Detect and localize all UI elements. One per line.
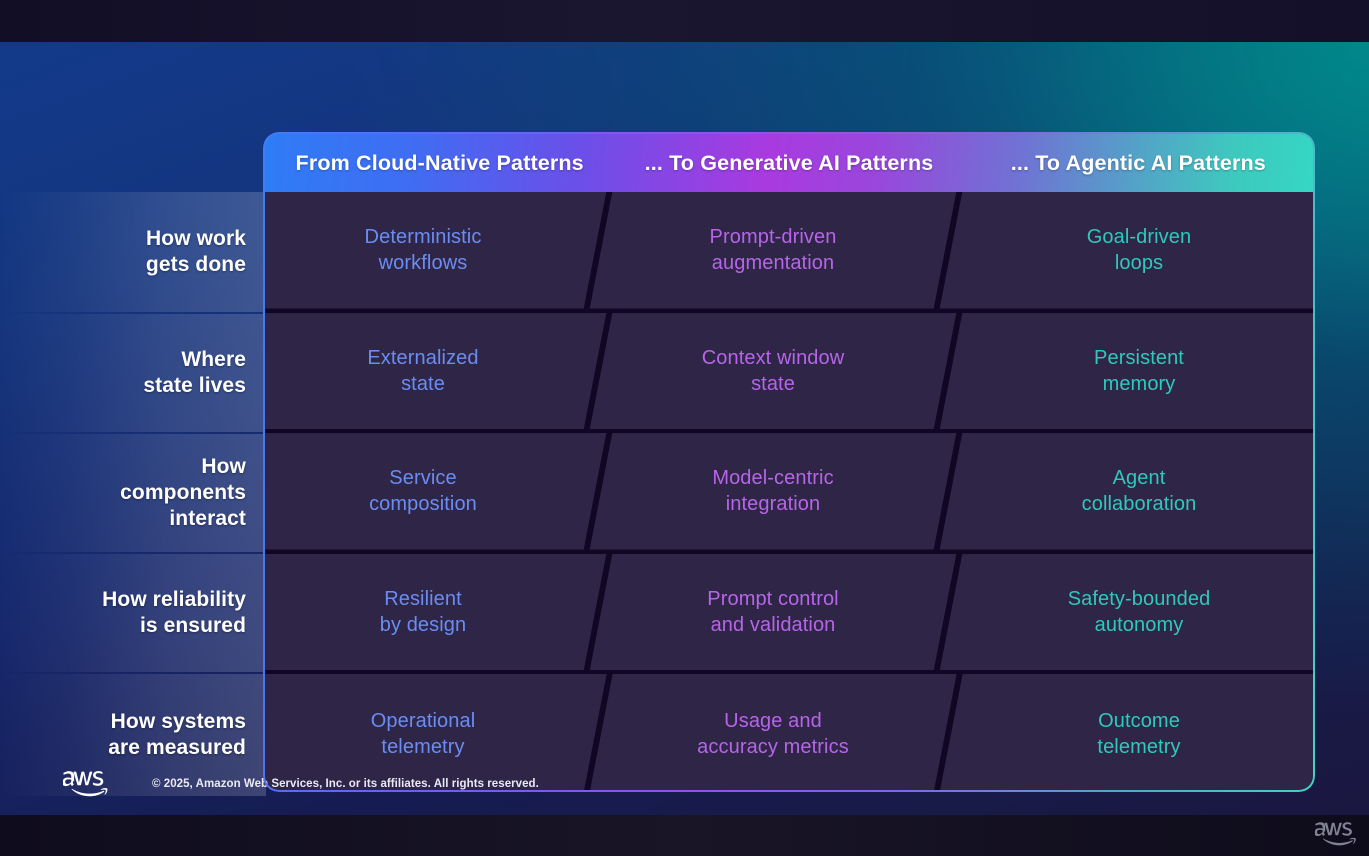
row-label-line: How reliability — [102, 588, 246, 611]
cell-components-generative-ai: Model-centric integration — [588, 433, 958, 550]
copyright-text: © 2025, Amazon Web Services, Inc. or its… — [152, 778, 539, 790]
cell-line: state — [751, 372, 795, 395]
row-label-line: are measured — [108, 736, 246, 759]
cell-how-work-cloud-native: Deterministic workflows — [265, 192, 608, 309]
row-label-how-reliability-is-ensured: How reliability is ensured — [0, 554, 266, 672]
cell-line: autonomy — [1094, 613, 1184, 636]
table-header-row: From Cloud-Native Patterns ... To Genera… — [265, 134, 1313, 192]
cell-line: Safety-bounded — [1067, 587, 1211, 610]
cell-components-agentic-ai: Agent collaboration — [938, 433, 1313, 550]
cell-line: integration — [725, 493, 821, 516]
row-label-where-state-lives: Where state lives — [0, 314, 266, 432]
row-label-line: is ensured — [139, 614, 246, 637]
cell-line: Persistent — [1094, 346, 1184, 369]
cell-state-agentic-ai: Persistent memory — [938, 312, 1313, 430]
cell-text: Goal-driven loops — [951, 192, 1313, 309]
cell-line: Prompt control — [707, 587, 839, 610]
table-body: Deterministic workflows Prompt-driven au… — [265, 192, 1313, 790]
cell-line: Context window — [701, 346, 845, 369]
cell-how-work-generative-ai: Prompt-driven augmentation — [588, 192, 958, 309]
slide-footer: © 2025, Amazon Web Services, Inc. or its… — [0, 752, 1369, 815]
cell-line: Usage and — [724, 710, 822, 732]
cell-line: state — [401, 372, 445, 395]
letterbox-bottom — [0, 815, 1369, 856]
cell-text: Prompt control and validation — [601, 554, 945, 671]
cell-line: Model-centric — [712, 467, 834, 490]
table-row: Externalized state Context window state — [265, 312, 1313, 430]
cell-state-cloud-native: Externalized state — [265, 312, 608, 430]
cell-line: augmentation — [711, 252, 835, 275]
cell-line: collaboration — [1081, 493, 1197, 516]
cell-text: Deterministic workflows — [265, 192, 595, 309]
cell-line: Service — [389, 467, 457, 490]
row-label-how-components-interact: How components interact — [0, 434, 266, 552]
cell-line: Agent — [1112, 467, 1166, 490]
cell-line: and validation — [710, 613, 836, 636]
row-label-line: gets done — [145, 253, 246, 276]
cell-line: Resilient — [384, 587, 462, 610]
cell-text: Service composition — [265, 433, 595, 550]
aws-logo-icon — [63, 771, 108, 797]
letterbox-top — [0, 0, 1369, 42]
cell-components-cloud-native: Service composition — [265, 433, 608, 550]
cell-line: Goal-driven — [1086, 226, 1192, 249]
cell-text: Agent collaboration — [951, 433, 1313, 550]
cell-line: Externalized — [367, 346, 479, 369]
row-label-how-work-gets-done: How work gets done — [0, 192, 266, 312]
cell-line: workflows — [378, 252, 468, 275]
row-label-line: How systems — [110, 710, 246, 733]
comparison-table: From Cloud-Native Patterns ... To Genera… — [265, 134, 1313, 790]
table-row: Service composition Model-centric integr… — [265, 433, 1313, 550]
cell-text: Prompt-driven augmentation — [601, 192, 945, 309]
row-label-line: Where — [181, 348, 246, 371]
row-label-how-systems-are-measured: How systems are measured — [0, 674, 266, 796]
row-label-line: How — [201, 455, 246, 478]
table-header-cell-cloud-native: From Cloud-Native Patterns — [295, 150, 584, 175]
row-label-line: state lives — [143, 374, 246, 397]
cell-line: memory — [1102, 372, 1176, 395]
cell-reliability-agentic-ai: Safety-bounded autonomy — [938, 553, 1313, 671]
cell-line: by design — [379, 613, 467, 636]
cell-line: Outcome — [1098, 710, 1180, 732]
row-label-line: How work — [146, 227, 246, 250]
cell-text: Persistent memory — [951, 313, 1313, 430]
cell-text: Model-centric integration — [601, 433, 945, 550]
cell-text: Context window state — [601, 313, 945, 430]
cell-line: Operational — [370, 710, 476, 732]
cell-line: loops — [1114, 252, 1164, 275]
row-label-line: interact — [169, 507, 246, 530]
cell-line: Prompt-driven — [709, 226, 837, 249]
slide: How work gets done Where state lives How… — [0, 42, 1369, 815]
row-label-line: components — [120, 481, 246, 504]
cell-text: Safety-bounded autonomy — [951, 554, 1313, 671]
table-row: Resilient by design Prompt control and v… — [265, 553, 1313, 671]
table-row: Deterministic workflows Prompt-driven au… — [265, 192, 1313, 309]
cell-reliability-generative-ai: Prompt control and validation — [588, 553, 958, 671]
cell-text: Resilient by design — [265, 554, 595, 671]
table-header-cell-agentic-ai: ... To Agentic AI Patterns — [1010, 150, 1266, 175]
cell-state-generative-ai: Context window state — [588, 312, 958, 430]
cell-text: Externalized state — [265, 313, 595, 430]
cell-line: Deterministic — [364, 226, 482, 249]
cell-how-work-agentic-ai: Goal-driven loops — [938, 192, 1313, 309]
table-header-cell-generative-ai: ... To Generative AI Patterns — [644, 150, 934, 175]
aws-watermark-icon — [1315, 822, 1356, 846]
cell-line: composition — [369, 493, 477, 516]
cell-reliability-cloud-native: Resilient by design — [265, 553, 608, 671]
